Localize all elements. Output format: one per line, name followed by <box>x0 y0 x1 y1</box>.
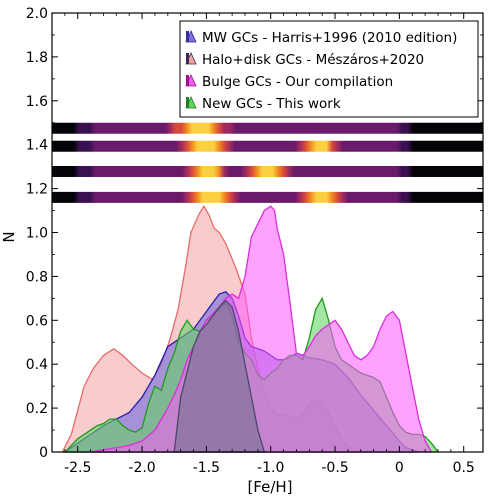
legend-box <box>179 20 479 118</box>
heat-strip <box>52 122 483 134</box>
y-tick-label: 0.4 <box>26 357 48 373</box>
y-tick-label: 0.8 <box>26 269 48 285</box>
y-axis-title: N <box>0 231 18 242</box>
heat-strip <box>52 191 483 203</box>
legend-label: Halo+disk GCs - Mészáros+2020 <box>202 52 424 68</box>
y-tick-label: 0.6 <box>26 313 48 329</box>
legend-swatch <box>186 97 189 108</box>
x-tick-label: -2.0 <box>128 460 155 476</box>
y-tick-label: 0 <box>39 445 48 461</box>
series-area <box>90 205 433 453</box>
y-tick-label: 1.6 <box>26 94 48 110</box>
x-tick-label: -1.5 <box>193 460 220 476</box>
x-tick-label: 0.5 <box>453 460 475 476</box>
x-tick-label: -2.5 <box>64 460 91 476</box>
series-layer <box>61 204 440 453</box>
y-tick-label: 1.8 <box>26 50 48 66</box>
legend: MW GCs - Harris+1996 (2010 edition) Halo+… <box>179 20 479 118</box>
legend-swatch <box>186 75 189 86</box>
legend-swatch <box>186 53 189 64</box>
legend-label: MW GCs - Harris+1996 (2010 edition) <box>202 30 457 46</box>
x-tick-label: -0.5 <box>321 460 348 476</box>
heat-strips <box>52 122 483 203</box>
x-axis-title: [Fe/H] <box>247 478 292 496</box>
heat-strip <box>52 165 483 177</box>
y-tick-label: 0.2 <box>26 401 48 417</box>
y-tick-label: 2.0 <box>26 6 48 22</box>
legend-swatch <box>186 31 189 42</box>
legend-label: Bulge GCs - Our compilation <box>202 74 393 90</box>
y-tick-label: 1.0 <box>26 226 48 242</box>
ticks-layer: -2.5 -2.0 -1.5 -1.0 -0.5 0 0.5 0 0.2 0.4 0.6 0.8 1.0… <box>26 6 483 476</box>
y-tick-label: 1.4 <box>26 138 48 154</box>
series-area <box>173 299 266 453</box>
x-tick-label: 0 <box>395 460 404 476</box>
legend-label: New GCs - This work <box>202 96 341 112</box>
heat-strip <box>52 140 483 152</box>
x-tick-label: -1.0 <box>257 460 284 476</box>
y-tick-label: 1.2 <box>26 182 48 198</box>
